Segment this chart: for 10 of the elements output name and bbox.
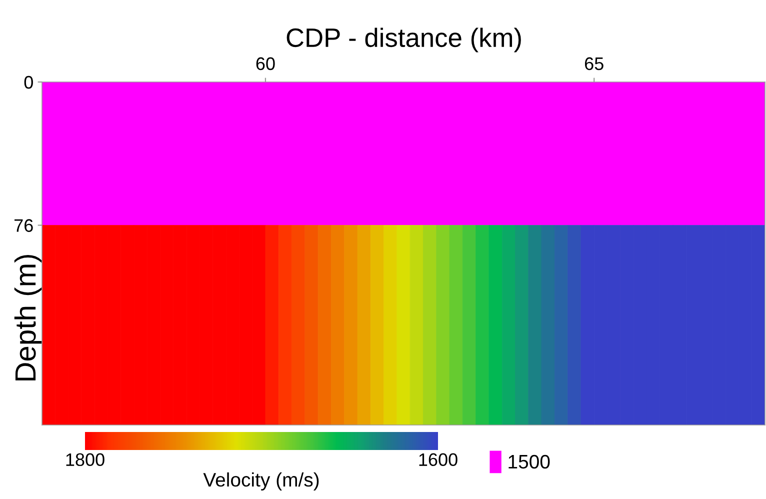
- y-tick-label: 0: [24, 76, 33, 89]
- legend-label: 1500: [508, 454, 550, 469]
- color-bar-label: 1800: [66, 453, 104, 466]
- x-axis-title: CDP - distance (km): [286, 28, 521, 52]
- x-tick-label: 65: [584, 57, 604, 70]
- x-tick-label: 60: [256, 57, 275, 70]
- color-bar-label: 1600: [419, 453, 458, 466]
- color-bar-title: Velocity (m/s): [203, 472, 319, 491]
- y-axis-title: Depth (m): [14, 254, 42, 380]
- y-tick-label: 76: [14, 219, 33, 232]
